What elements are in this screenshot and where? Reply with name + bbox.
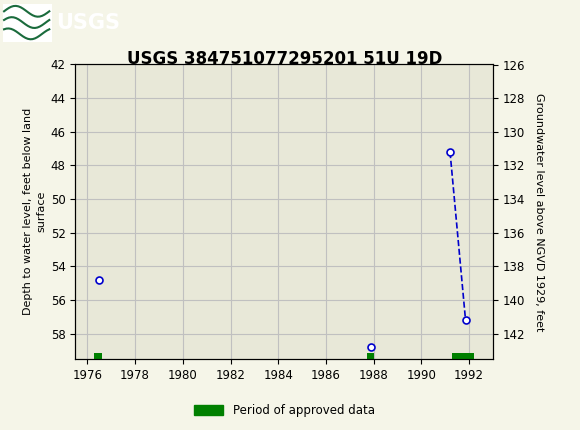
Y-axis label: Groundwater level above NGVD 1929, feet: Groundwater level above NGVD 1929, feet (534, 92, 543, 331)
Bar (367, 353, 374, 359)
Text: USGS 384751077295201 51U 19D: USGS 384751077295201 51U 19D (126, 50, 442, 68)
Bar (452, 353, 474, 359)
Legend: Period of approved data: Period of approved data (189, 399, 379, 422)
Y-axis label: Depth to water level, feet below land
surface: Depth to water level, feet below land su… (23, 108, 46, 315)
Bar (95, 353, 102, 359)
Text: USGS: USGS (56, 12, 119, 33)
Bar (3, 3, 52, 42)
